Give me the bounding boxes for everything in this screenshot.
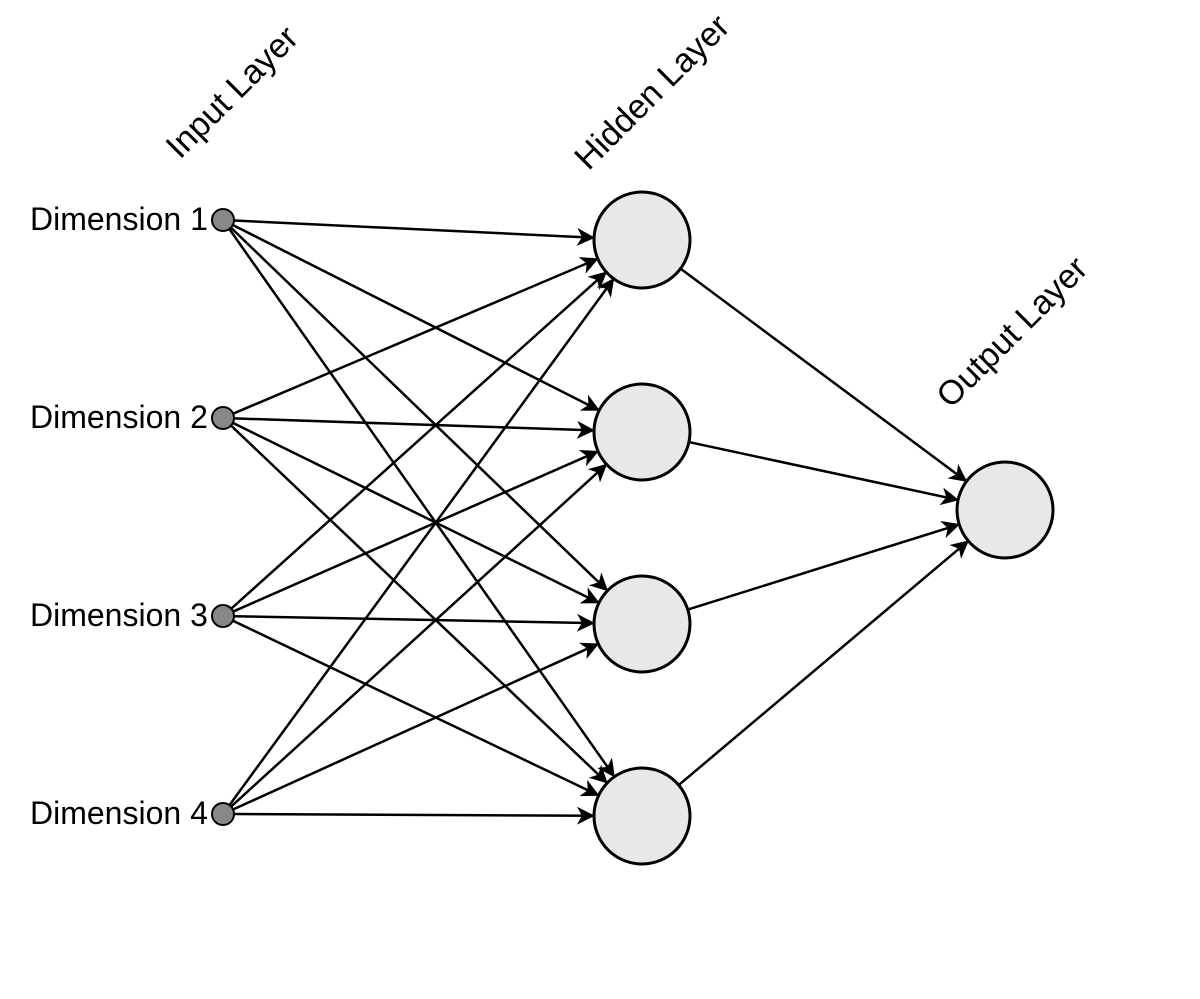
edge-i3-h1	[231, 272, 606, 609]
edge-i3-h4	[233, 621, 599, 796]
edge-i2-h2	[234, 418, 594, 430]
edge-i3-h2	[233, 451, 598, 611]
hidden-node-h2	[594, 384, 690, 480]
input-node-label-i2: Dimension 2	[30, 399, 208, 435]
input-layer-label: Input Layer	[159, 19, 306, 166]
edge-i2-h4	[231, 426, 607, 783]
edge-h3-o1	[688, 524, 959, 609]
hidden-layer-label: Hidden Layer	[567, 7, 737, 177]
edge-i3-h3	[234, 616, 594, 623]
input-layer-group: Dimension 1 Dimension 2 Dimension 3 Dimensi…	[30, 201, 234, 831]
input-node-label-i4: Dimension 4	[30, 795, 208, 831]
output-layer-label: Output Layer	[929, 249, 1095, 415]
edge-i4-h2	[231, 464, 606, 806]
edge-h4-o1	[679, 541, 969, 785]
input-node-i3	[212, 605, 234, 627]
edge-i1-h1	[234, 221, 594, 238]
hidden-node-h1	[594, 192, 690, 288]
hidden-layer-group	[594, 192, 690, 864]
edge-i1-h4	[229, 229, 614, 777]
input-node-i1	[212, 209, 234, 231]
input-node-label-i1: Dimension 1	[30, 201, 208, 237]
edge-i4-h4	[234, 814, 594, 816]
output-layer-group	[957, 462, 1053, 558]
hidden-node-h3	[594, 576, 690, 672]
input-node-i2	[212, 407, 234, 429]
edge-i1-h2	[233, 225, 599, 410]
output-node-o1	[957, 462, 1053, 558]
neural-network-diagram: Dimension 1 Dimension 2 Dimension 3 Dimensi…	[0, 0, 1200, 999]
input-node-label-i3: Dimension 3	[30, 597, 208, 633]
edge-i1-h3	[231, 228, 608, 591]
edge-h2-o1	[689, 442, 958, 500]
input-node-i4	[212, 803, 234, 825]
edges-group	[229, 221, 968, 816]
hidden-node-h4	[594, 768, 690, 864]
edge-i2-h3	[233, 423, 599, 603]
